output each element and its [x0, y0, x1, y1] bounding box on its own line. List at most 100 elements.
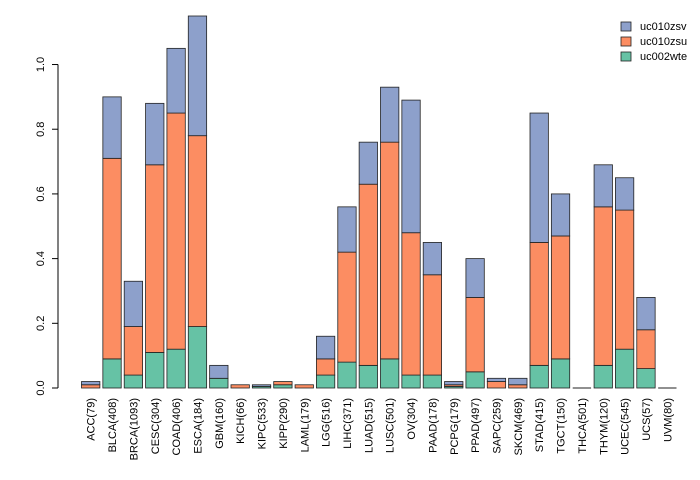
x-tick-label: LUSC(501) [385, 398, 397, 453]
x-tick-label: PAAD(178) [427, 398, 439, 453]
y-tick-label: 0.8 [35, 122, 47, 137]
x-tick-label: KICH(66) [235, 398, 247, 444]
legend-label: uc002wte [640, 51, 687, 63]
bar-segment-uc002wte [529, 364, 549, 389]
bar-segment-uc002wte [593, 364, 613, 389]
bar-segment-uc002wte [380, 358, 400, 389]
y-tick-label: 0.4 [35, 251, 47, 266]
bar-segment-uc010zsv [187, 15, 208, 137]
bars [81, 15, 677, 389]
y-tick-label: 0.2 [35, 316, 47, 331]
bar-segment-uc002wte [187, 326, 208, 389]
bar-segment-uc002wte [550, 358, 571, 389]
bar-segment-uc010zsu [166, 112, 186, 350]
bar-segment-uc010zsv [529, 112, 549, 243]
bar-segment-uc010zsv [81, 381, 101, 386]
bar-segment-uc010zsv [593, 164, 613, 208]
bar-segment-uc002wte [273, 384, 293, 389]
bar-segment-uc010zsv [444, 381, 464, 386]
bar-segment-uc010zsu [465, 297, 485, 373]
bar-segment-uc010zsv [550, 193, 571, 237]
x-tick-label: THCA(501) [577, 398, 589, 454]
x-tick-label: SKCM(469) [513, 398, 525, 455]
x-tick-label: KIPC(533) [257, 398, 269, 449]
bar-segment-uc010zsu [81, 384, 101, 389]
x-tick-label: BLCA(408) [107, 398, 119, 452]
legend-swatch [620, 21, 632, 32]
x-tick-label: TGCT(150) [556, 398, 568, 454]
bar-segment-uc010zsv [465, 258, 485, 298]
bar-segment-uc010zsu [422, 274, 442, 376]
bar-segment-uc002wte [401, 374, 421, 389]
x-tick-label: LGG(516) [321, 398, 333, 447]
x-tick-label: PPAD(497) [470, 398, 482, 453]
bar-segment-uc010zsv [123, 280, 143, 327]
bar-segment-uc010zsv [102, 96, 122, 159]
bar-segment-uc010zsv [145, 102, 165, 166]
bar-segment-uc010zsv [401, 99, 421, 234]
bar-segment-uc002wte [316, 374, 336, 389]
bar-segment-uc010zsu [529, 242, 549, 366]
bar-segment-uc010zsv [380, 86, 400, 143]
bar-segment-uc010zsu [550, 235, 571, 360]
bar-segment-uc010zsu [380, 141, 400, 360]
bar-segment-uc002wte [422, 374, 442, 389]
legend-swatch [620, 36, 632, 47]
x-tick-label: ESCA(184) [192, 398, 204, 454]
bar-segment-uc002wte [337, 361, 357, 389]
bar-segment-uc010zsv [209, 364, 229, 379]
bar-segment-uc010zsv [486, 377, 507, 382]
x-tick-label: LIHC(371) [342, 398, 354, 449]
legend-label: uc010zsu [640, 36, 687, 48]
bar-segment-uc010zsu [316, 358, 336, 376]
bar-segment-uc010zsv [358, 141, 378, 185]
bar-segment-uc010zsu [230, 384, 250, 389]
x-tick-label: KIPP(290) [278, 398, 290, 449]
bar-segment-uc010zsu [273, 381, 293, 386]
bar-segment-uc010zsu [294, 384, 314, 389]
bar-segment-uc002wte [465, 371, 485, 389]
bar-segment-uc002wte [145, 352, 165, 389]
legend-swatch [620, 51, 632, 62]
bar-segment-uc002wte [166, 348, 186, 389]
x-tick-label: CESC(304) [150, 398, 162, 454]
x-tick-label: STAD(415) [534, 398, 546, 452]
bar-segment-uc002wte [615, 348, 635, 389]
x-tick-label: COAD(406) [171, 398, 183, 455]
bar-segment-uc010zsu [486, 381, 507, 389]
legend: uc010zsv uc010zsu uc002wte [620, 21, 687, 63]
bar-segment-uc010zsu [593, 206, 613, 366]
x-tick-label: THYM(120) [598, 398, 610, 455]
bar-segment-uc010zsv [508, 377, 528, 386]
bar-segment-uc010zsv [337, 206, 357, 253]
bar-segment-uc010zsu [615, 209, 635, 350]
y-tick-label: 0.6 [35, 186, 47, 201]
x-tick-label: UVM(80) [662, 398, 674, 442]
y-axis: 0.0 0.2 0.4 0.6 0.8 1.0 [35, 57, 59, 396]
bar-segment-uc002wte [209, 377, 229, 389]
bar-segment-uc002wte [358, 364, 378, 389]
bar-segment-uc010zsu [358, 183, 378, 366]
bar-segment-uc010zsu [187, 135, 208, 327]
bar-segment-uc010zsv [636, 297, 656, 331]
bar-segment-uc010zsv [166, 47, 186, 114]
bar-segment-uc010zsv [251, 384, 272, 387]
x-tick-label: OV(304) [406, 398, 418, 440]
bar-segment-uc010zsv [422, 242, 442, 276]
x-tick-label: UCS(57) [641, 398, 653, 441]
bar-segment-uc010zsu [508, 384, 528, 389]
bar-segment-uc002wte [123, 374, 143, 389]
x-tick-label: ACC(79) [86, 398, 98, 441]
bar-segment-uc010zsv [615, 177, 635, 211]
x-tick-label: PCPG(179) [449, 398, 461, 455]
bar-segment-uc010zsu [636, 329, 656, 369]
bar-segment-uc010zsv [316, 335, 336, 360]
x-tick-label: SAPC(259) [491, 398, 503, 454]
y-tick-label: 0.0 [35, 380, 47, 395]
bar-segment-uc010zsu [123, 326, 143, 376]
bar-segment-uc002wte [102, 358, 122, 389]
legend-label: uc010zsv [640, 21, 687, 33]
x-axis-labels: ACC(79) BLCA(408) BRCA(1093) CESC(304) COAD(… [86, 398, 675, 460]
x-tick-label: LAML(179) [299, 398, 311, 452]
